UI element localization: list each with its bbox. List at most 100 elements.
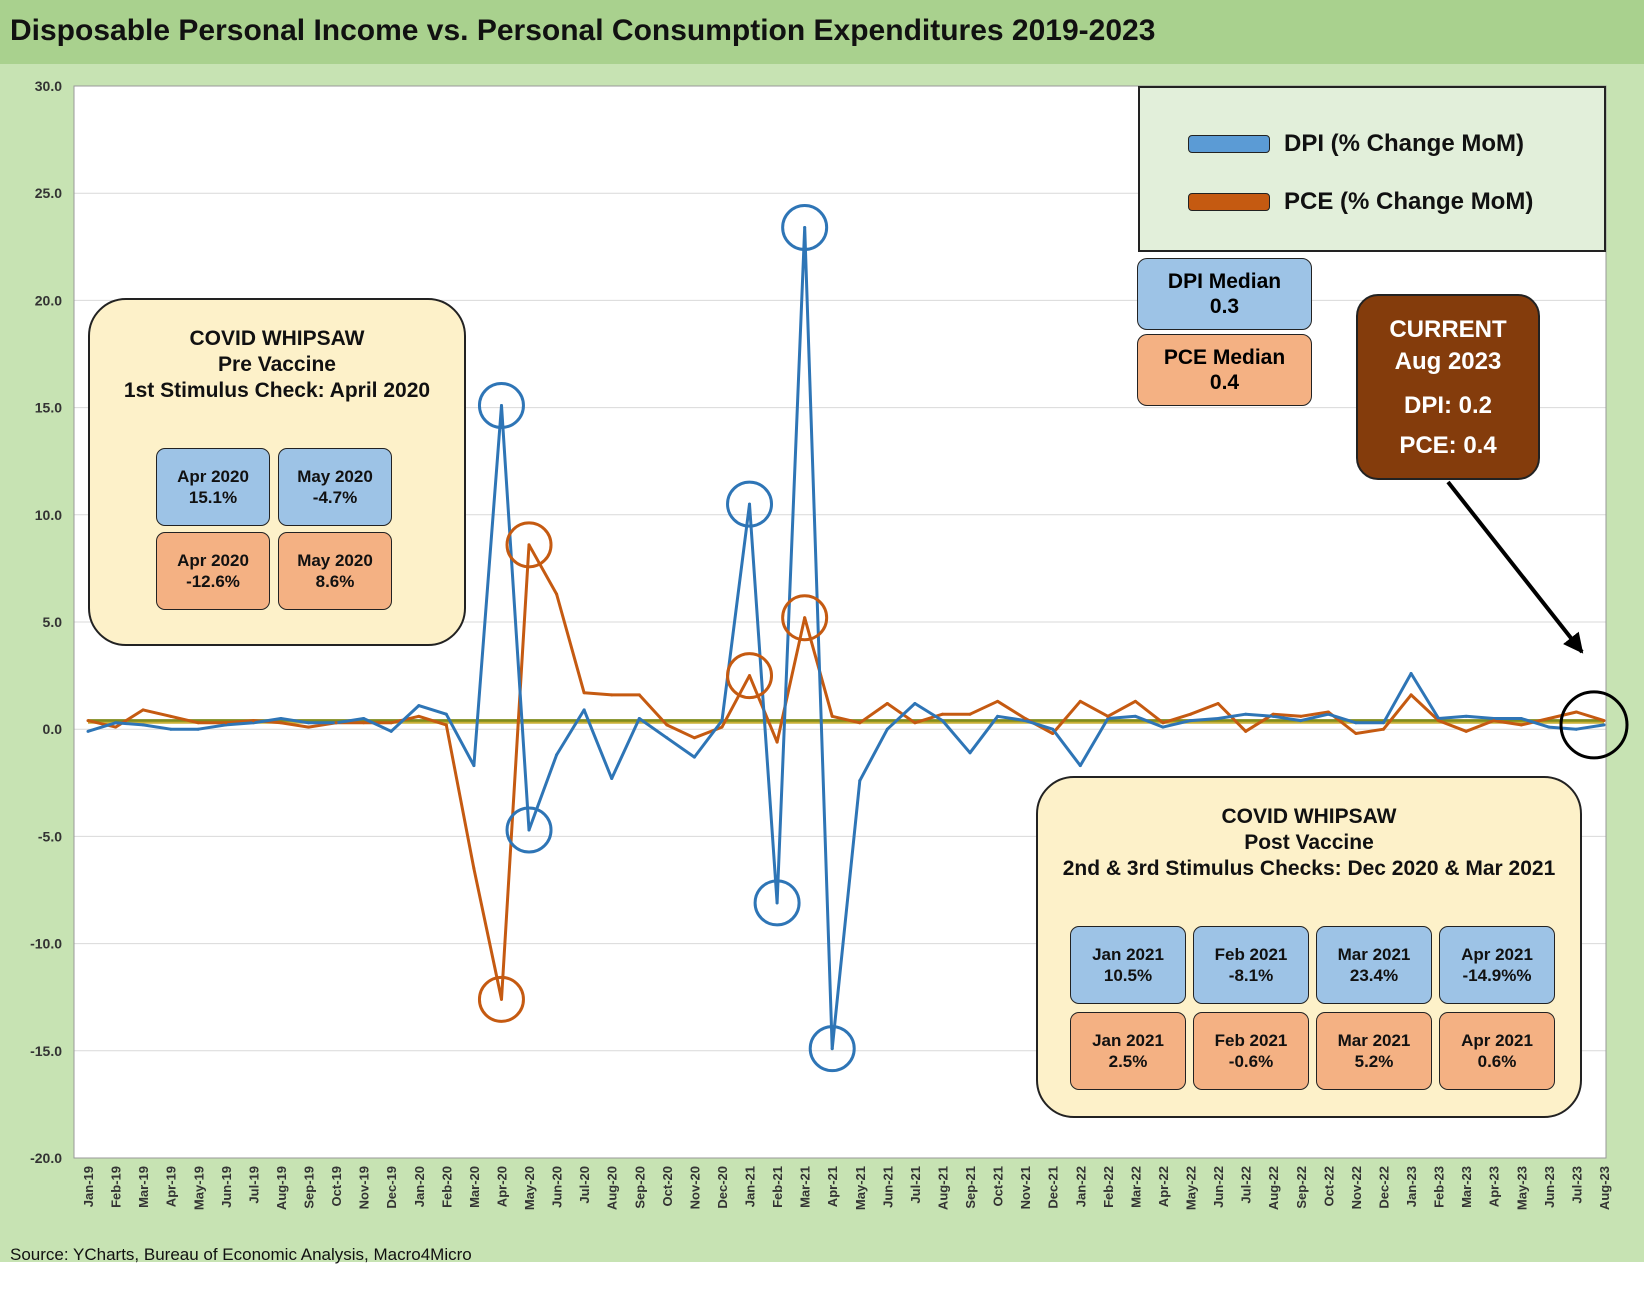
pce-point [417,714,421,718]
pce-point [279,721,283,725]
dpi-point [389,729,393,733]
pre-vaccine-subtitle: Pre Vaccine [218,353,336,376]
x-tick-label: Feb-21 [770,1166,785,1208]
box-month: Mar 2021 [1337,1031,1411,1050]
dpi-point [169,727,173,731]
x-tick-label: Jun-22 [1211,1166,1226,1208]
dpi-point [472,764,476,768]
box-value: 2.5% [1108,1052,1148,1071]
dpi-point [582,708,586,712]
dpi-point [1023,719,1027,723]
dpi-point [114,721,118,725]
post-vaccine-title: COVID WHIPSAW [1221,805,1397,828]
y-tick-label: 15.0 [35,400,62,416]
pce-point [1354,731,1358,735]
post-vaccine-caption: 2nd & 3rd Stimulus Checks: Dec 2020 & Ma… [1062,857,1556,880]
dpi-point [1409,671,1413,675]
dpi-point [830,1047,834,1051]
box-month: Jan 2021 [1092,945,1164,964]
pce-point [1299,714,1303,718]
dpi-point [1602,723,1606,727]
legend-item-dpi: DPI (% Change MoM) [1188,130,1524,158]
dpi-point [720,719,724,723]
box-value: 8.6% [315,572,355,591]
post-pce-feb-box: Feb 2021 -0.6% [1193,1012,1309,1090]
pce-highlight-circle [781,594,829,642]
x-tick-label: May-22 [1184,1166,1199,1210]
pre-vaccine-caption: 1st Stimulus Check: April 2020 [123,379,431,402]
pce-point [224,721,228,725]
dpi-point [748,502,752,506]
x-tick-label: Jul-20 [577,1166,592,1204]
current-dpi: DPI: 0.2 [1403,392,1493,419]
post-pce-mar-box: Mar 2021 5.2% [1316,1012,1432,1090]
pre-pce-apr-box: Apr 2020 -12.6% [156,532,270,610]
pce-point [1574,710,1578,714]
pce-point [1189,712,1193,716]
x-tick-label: Jul-21 [908,1166,923,1204]
dpi-point [665,736,669,740]
y-tick-label: -10.0 [30,936,62,952]
pce-point [555,592,559,596]
current-label: CURRENT [1389,316,1507,343]
pce-point [720,725,724,729]
pce-point [1023,716,1027,720]
dpi-point [610,777,614,781]
pce-point [913,721,917,725]
dpi-point [885,727,889,731]
x-tick-label: Mar-19 [136,1166,151,1208]
x-tick-label: Oct-21 [991,1166,1006,1206]
dpi-point [1354,721,1358,725]
dpi-point [251,721,255,725]
dpi-point [417,704,421,708]
pce-point [637,693,641,697]
x-tick-label: Sep-21 [963,1166,978,1209]
x-tick-label: Apr-21 [825,1166,840,1207]
x-tick-label: May-23 [1514,1166,1529,1210]
pce-median-box: PCE Median 0.4 [1137,334,1312,406]
pce-point [692,736,696,740]
x-tick-label: Jun-19 [219,1166,234,1208]
post-pce-apr-box: Apr 2021 0.6% [1439,1012,1555,1090]
dpi-point [141,723,145,727]
pce-point [1106,714,1110,718]
pce-point [665,723,669,727]
pce-point [141,708,145,712]
post-dpi-mar-box: Mar 2021 23.4% [1316,926,1432,1004]
x-tick-label: Sep-22 [1294,1166,1309,1209]
post-vaccine-subtitle: Post Vaccine [1244,831,1374,854]
dpi-point [1133,714,1137,718]
dpi-point [775,901,779,905]
pce-point [169,714,173,718]
box-value: -4.7% [312,488,358,507]
dpi-point [1106,716,1110,720]
dpi-point [499,403,503,407]
chart-title: Disposable Personal Income vs. Personal … [10,14,1156,47]
dpi-highlight-circle [726,480,774,528]
pce-point [196,721,200,725]
legend-label-pce: PCE (% Change MoM) [1284,188,1534,215]
dpi-point [940,719,944,723]
x-tick-label: Jul-22 [1239,1166,1254,1204]
pce-point [472,867,476,871]
box-month: Apr 2021 [1461,1031,1533,1050]
x-tick-label: Apr-20 [494,1166,509,1207]
x-tick-label: Feb-23 [1432,1166,1447,1208]
post-vaccine-box: COVID WHIPSAW Post Vaccine 2nd & 3rd Sti… [1036,776,1582,1118]
x-tick-label: May-21 [853,1166,868,1210]
title-bar: Disposable Personal Income vs. Personal … [0,0,1644,64]
box-month: Feb 2021 [1214,945,1288,964]
pce-point [803,616,807,620]
pce-point [996,699,1000,703]
pce-point [1519,723,1523,727]
box-value: -12.6% [186,572,240,591]
x-tick-label: Apr-19 [164,1166,179,1207]
x-tick-label: Feb-22 [1101,1166,1116,1208]
pce-highlight-circle [505,521,553,569]
box-month: May 2020 [297,467,373,486]
x-tick-label: Jan-23 [1404,1166,1419,1207]
dpi-point [1299,719,1303,723]
dpi-point [1547,725,1551,729]
pce-point [582,691,586,695]
pce-point [1547,716,1551,720]
